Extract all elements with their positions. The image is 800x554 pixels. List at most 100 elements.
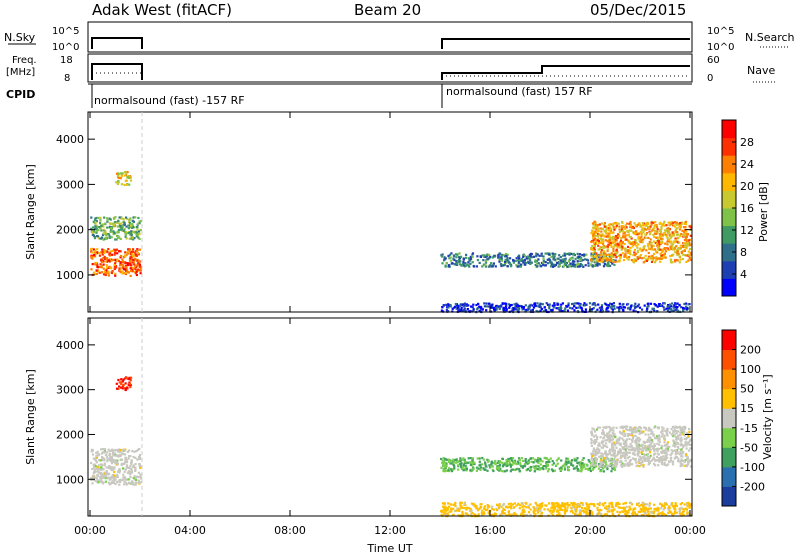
power-cell (492, 263, 495, 267)
power-cell (678, 255, 681, 258)
velocity-cell (460, 506, 463, 510)
velocity-cell (90, 477, 93, 480)
power-cell (498, 307, 501, 310)
velocity-cell (560, 508, 563, 511)
power-cell (610, 252, 613, 255)
velocity-cell (657, 464, 660, 467)
power-cell (660, 232, 663, 235)
velocity-cell (598, 501, 601, 504)
velocity-cell (585, 463, 589, 466)
velocity-cell (523, 509, 526, 512)
power-cell (113, 248, 116, 251)
velocity-cell (675, 431, 678, 435)
velocity-cell (598, 455, 601, 458)
power-cell (98, 254, 101, 257)
velocity-cell (527, 461, 530, 464)
velocity-cell (580, 470, 583, 473)
velocity-cell (644, 433, 647, 436)
velocity-cell (114, 454, 117, 457)
power-cell (680, 223, 683, 226)
velocity-cell (607, 504, 610, 507)
power-cell (689, 258, 693, 261)
power-cell (669, 303, 672, 306)
velocity-cell (591, 468, 594, 471)
power-cell (571, 260, 575, 263)
power-cell (125, 225, 128, 228)
velocity-cell (675, 504, 678, 508)
velocity-cell (469, 457, 472, 460)
velocity-cell (615, 504, 618, 508)
velocity-cell (684, 442, 687, 445)
velocity-cell (103, 462, 106, 465)
power-cell (124, 251, 127, 254)
power-cell (125, 269, 129, 272)
velocity-cell (502, 504, 505, 507)
velocity-cell (490, 463, 493, 466)
velocity-cell (590, 432, 593, 435)
velocity-cell (616, 503, 620, 506)
power-cell (131, 225, 134, 229)
power-cell (459, 255, 463, 258)
velocity-cell (98, 459, 101, 462)
power-cell (114, 272, 117, 275)
velocity-cell (613, 508, 616, 511)
velocity-cell (587, 459, 590, 462)
power-cell (120, 228, 124, 231)
velocity-cell (124, 449, 127, 452)
velocity-cell (660, 431, 663, 434)
velocity-cell (684, 459, 687, 462)
power-colorbar-swatch (722, 137, 736, 156)
velocity-cell (509, 505, 512, 509)
power-cell (476, 255, 479, 258)
velocity-cell (656, 513, 659, 516)
power-cell (121, 225, 124, 228)
power-cell (462, 258, 465, 261)
power-cell (578, 259, 581, 262)
y-tick-label: 3000 (56, 384, 84, 397)
velocity-cell (123, 483, 126, 486)
power-cell (615, 239, 618, 242)
power-cell (611, 259, 615, 262)
power-cell (110, 236, 113, 239)
velocity-cell (448, 460, 451, 464)
velocity-cell (670, 428, 673, 431)
velocity-cell (563, 463, 566, 466)
power-cell (515, 304, 518, 307)
power-cell (682, 242, 686, 245)
power-cell (115, 266, 118, 269)
power-cell (606, 249, 609, 252)
power-cell (117, 231, 120, 234)
velocity-cell (90, 478, 93, 481)
velocity-cell (590, 458, 593, 461)
power-cell (621, 245, 624, 248)
power-cell (136, 231, 139, 234)
power-cell (669, 255, 672, 258)
power-cell (601, 307, 604, 310)
velocity-cell (649, 448, 652, 451)
velocity-cell (646, 503, 649, 506)
velocity-cell (125, 460, 128, 463)
power-cell (614, 242, 618, 245)
power-cell (542, 255, 545, 258)
velocity-cell (640, 427, 643, 430)
velocity-cell (632, 427, 636, 430)
velocity-cell (482, 458, 485, 461)
power-cell (539, 302, 542, 305)
power-cell (667, 305, 670, 308)
power-cell (530, 253, 533, 256)
velocity-cell (529, 457, 532, 460)
power-cell (656, 247, 660, 250)
power-cell (655, 224, 658, 227)
power-cell (612, 250, 615, 253)
power-cell (644, 233, 647, 236)
power-cell (665, 247, 668, 250)
power-cell (488, 257, 491, 260)
velocity-cell (645, 448, 648, 451)
velocity-cell (601, 440, 605, 443)
velocity-cell (660, 450, 663, 454)
velocity-cell (600, 452, 603, 455)
velocity-cell (624, 439, 628, 442)
velocity-cell (644, 428, 648, 431)
power-cell (661, 249, 665, 252)
velocity-cell (105, 453, 108, 457)
